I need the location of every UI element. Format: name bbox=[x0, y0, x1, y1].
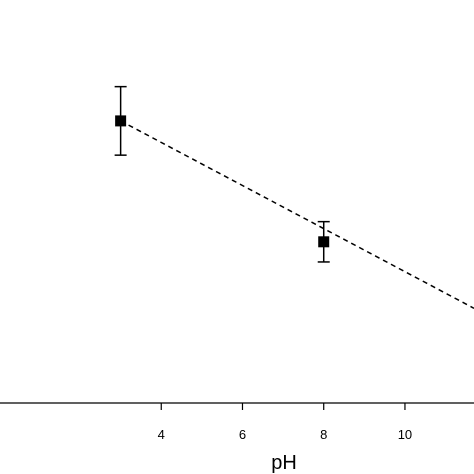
x-tick-label: 4 bbox=[158, 427, 165, 442]
x-tick-label: 8 bbox=[320, 427, 327, 442]
plot-area bbox=[114, 85, 474, 309]
x-axis-label: pH bbox=[271, 452, 297, 474]
fit-line bbox=[120, 120, 474, 309]
x-tick-label: 10 bbox=[398, 427, 412, 442]
x-tick-label: 6 bbox=[239, 427, 246, 442]
data-point bbox=[115, 115, 127, 127]
x-axis: 4 6 8 10 bbox=[0, 402, 474, 442]
data-point bbox=[318, 236, 330, 248]
